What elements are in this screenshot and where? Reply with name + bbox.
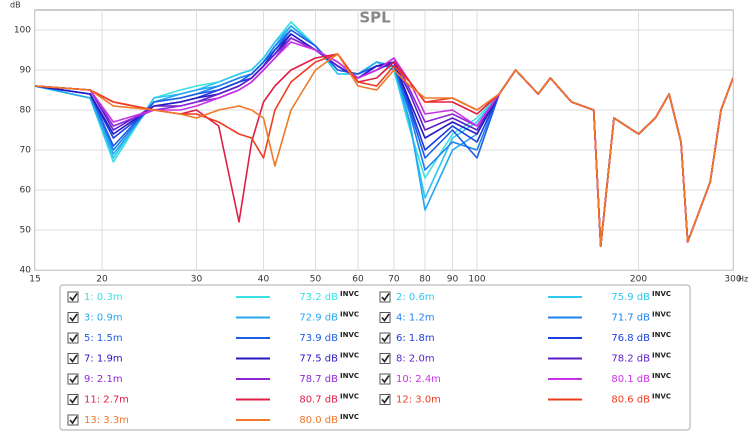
checkbox[interactable] (67, 394, 79, 405)
y-tick-label: 60 (20, 186, 32, 196)
legend-label: 13: 3.3m (84, 415, 129, 426)
y-tick-label: 50 (20, 226, 32, 236)
checkmark (69, 354, 78, 363)
y-tick-label: 40 (20, 266, 32, 276)
x-tick-label: 300 (724, 275, 741, 285)
y-tick-label: 100 (14, 26, 31, 36)
checkmark (69, 293, 78, 302)
checkbox[interactable] (379, 353, 391, 364)
legend-flag: INVC (652, 393, 671, 401)
checkbox[interactable] (67, 291, 79, 303)
checkmark (381, 354, 390, 363)
x-tick-label: 80 (419, 275, 431, 285)
x-tick-label: 30 (191, 275, 203, 285)
legend-flag: INVC (652, 331, 671, 339)
legend-level: 78.7 dB (299, 374, 338, 385)
y-axis-label: dB (10, 1, 21, 10)
checkbox[interactable] (379, 332, 391, 344)
legend-level: 78.2 dB (611, 354, 650, 365)
series-line (35, 53, 733, 247)
legend-flag: INVC (340, 393, 359, 401)
checkbox[interactable] (67, 353, 79, 364)
legend-label: 1: 0.3m (84, 292, 123, 303)
checkmark (381, 293, 390, 302)
plot-area (34, 9, 734, 271)
legend-label: 5: 1.5m (84, 333, 123, 344)
legend-label: 7: 1.9m (84, 354, 123, 365)
legend-flag: INVC (340, 331, 359, 339)
y-tick-label: 70 (20, 146, 32, 156)
y-tick-label: 90 (20, 66, 32, 76)
lines (35, 10, 733, 270)
chart-title: SPL (359, 9, 391, 27)
checkmark (69, 395, 78, 404)
legend-label: 11: 2.7m (84, 395, 129, 406)
legend-level: 75.9 dB (611, 292, 650, 303)
x-tick-label: 70 (388, 275, 400, 285)
legend-level: 72.9 dB (299, 313, 338, 324)
legend-label: 12: 3.0m (396, 395, 441, 406)
x-tick-label: 60 (352, 275, 364, 285)
x-tick-label: 200 (630, 275, 647, 285)
legend-level: 71.7 dB (611, 313, 650, 324)
checkbox[interactable] (67, 312, 79, 323)
checkbox[interactable] (67, 414, 79, 426)
x-tick-label: 90 (447, 275, 459, 285)
checkmark (381, 334, 390, 343)
legend-level: 77.5 dB (299, 354, 338, 365)
legend-level: 76.8 dB (611, 333, 650, 344)
legend-flag: INVC (340, 311, 359, 319)
checkbox[interactable] (379, 291, 391, 303)
checkbox[interactable] (379, 373, 391, 385)
x-tick-label: 100 (468, 275, 485, 285)
legend-label: 2: 0.6m (396, 292, 435, 303)
legend-flag: INVC (652, 290, 671, 298)
legend-flag: INVC (340, 372, 359, 380)
legend-label: 8: 2.0m (396, 354, 435, 365)
legend-flag: INVC (340, 290, 359, 298)
legend-label: 10: 2.4m (396, 374, 441, 385)
x-tick-label: 20 (96, 275, 108, 285)
x-tick-label: 40 (258, 275, 270, 285)
x-tick-label: 50 (310, 275, 322, 285)
checkmark (69, 375, 78, 384)
y-tick-label: 80 (20, 106, 32, 116)
legend-level: 80.0 dB (299, 415, 338, 426)
checkmark (381, 375, 390, 384)
checkbox[interactable] (67, 373, 79, 385)
legend-level: 73.2 dB (299, 292, 338, 303)
legend-label: 9: 2.1m (84, 374, 123, 385)
legend-level: 80.1 dB (611, 374, 650, 385)
legend-label: 3: 0.9m (84, 313, 123, 324)
legend-label: 4: 1.2m (396, 313, 435, 324)
checkbox[interactable] (67, 332, 79, 344)
checkmark (69, 313, 78, 322)
checkmark (381, 395, 390, 404)
legend-level: 73.9 dB (299, 333, 338, 344)
legend-flag: INVC (652, 311, 671, 319)
checkbox[interactable] (379, 394, 391, 405)
legend-label: 6: 1.8m (396, 333, 435, 344)
checkmark (381, 313, 390, 322)
legend-panel (59, 284, 691, 431)
legend-flag: INVC (340, 352, 359, 360)
legend-flag: INVC (652, 372, 671, 380)
checkbox[interactable] (379, 312, 391, 323)
checkmark (69, 334, 78, 343)
legend-flag: INVC (340, 413, 359, 421)
legend-level: 80.7 dB (299, 395, 338, 406)
checkmark (69, 416, 78, 425)
x-tick-label: 15 (29, 275, 40, 285)
x-axis-label: Hz (738, 275, 748, 284)
legend-flag: INVC (652, 352, 671, 360)
legend-level: 80.6 dB (611, 395, 650, 406)
